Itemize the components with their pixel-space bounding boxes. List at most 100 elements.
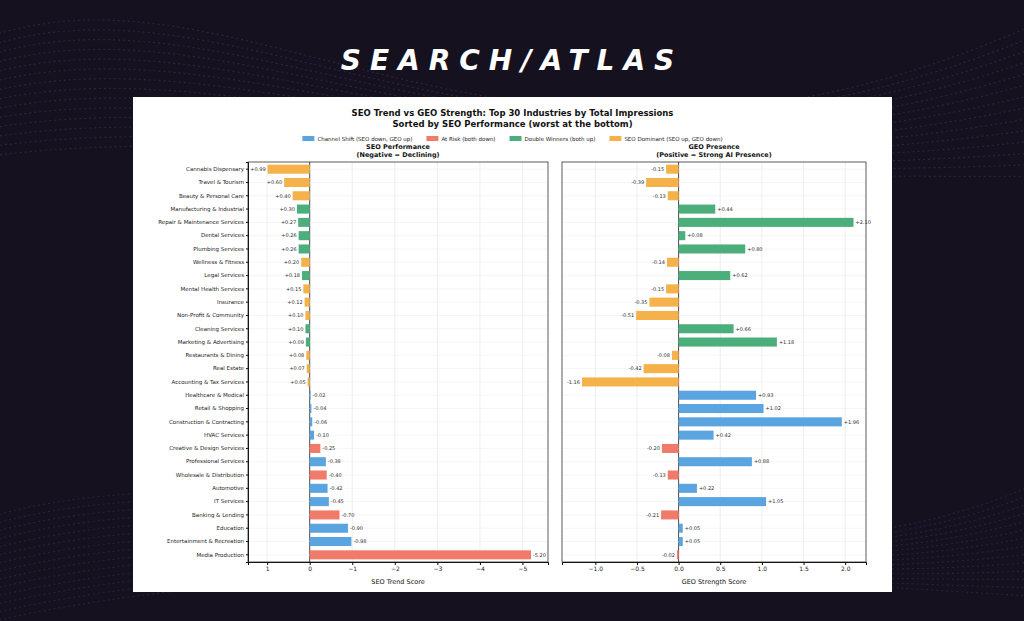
grid-line-y <box>248 421 548 422</box>
grid-line-y <box>248 395 548 396</box>
bar <box>310 404 312 413</box>
legend-item: At Risk (both down) <box>426 136 495 142</box>
data-label: +0.40 <box>275 193 290 199</box>
data-label: +0.08 <box>687 232 702 238</box>
x-tick: 0 <box>308 562 312 572</box>
y-tick-label: Marketing & Advertising <box>178 339 244 346</box>
plot-frame <box>562 162 866 562</box>
bar <box>679 324 734 333</box>
grid-line-y <box>248 448 548 449</box>
data-label: -0.21 <box>646 512 659 518</box>
bar <box>310 444 321 453</box>
bar <box>310 457 326 466</box>
y-tick-label: Media Production <box>196 552 244 558</box>
panel-title: GEO Presence <box>688 143 740 151</box>
y-tick: Travel & Tourism <box>198 179 248 185</box>
x-tick: 1.5 <box>799 562 809 572</box>
grid-line-y <box>248 528 548 529</box>
y-tick-label: HVAC Services <box>204 432 244 438</box>
bars <box>268 165 531 560</box>
y-tick: Mental Health Services <box>181 286 248 292</box>
grid-line-y <box>562 541 866 542</box>
grid-line-y <box>248 461 548 462</box>
grid-line-y <box>562 235 866 236</box>
y-tick-label: IT Services <box>214 498 244 504</box>
y-tick-label: Professional Services <box>186 458 244 464</box>
bar <box>310 497 329 506</box>
bar <box>268 165 310 174</box>
data-label: +0.62 <box>732 272 747 278</box>
grid-line-y <box>248 541 548 542</box>
grid-line-y <box>562 195 866 196</box>
grid-line-x <box>267 162 268 562</box>
grid <box>248 162 548 562</box>
x-tick-label: −1 <box>348 565 357 572</box>
data-label: -0.51 <box>621 312 634 318</box>
grid-line-y <box>562 435 866 436</box>
bar <box>644 364 679 373</box>
y-tick: Professional Services <box>186 458 248 464</box>
grid-line-y <box>562 368 866 369</box>
bar <box>305 311 309 320</box>
grid-line-x <box>595 162 596 562</box>
x-tick: 0.5 <box>716 562 726 572</box>
y-tick-label: Wellness & Fitness <box>193 259 244 265</box>
y-tick: Cleaning Services <box>195 326 248 333</box>
y-tick: Creative & Design Services <box>169 445 248 452</box>
y-tick: Education <box>217 525 248 531</box>
bar <box>298 218 309 227</box>
bar <box>310 537 352 546</box>
chart-title: SEO Trend vs GEO Strength: Top 30 Indust… <box>352 108 674 118</box>
data-label: -0.38 <box>328 458 341 464</box>
bar <box>636 311 678 320</box>
grid-line-y <box>248 488 548 489</box>
x-tick-label: 2.0 <box>841 565 851 572</box>
y-tick-label: Manufacturing & Industrial <box>171 206 245 213</box>
legend-label: SEO Dominant (SEO up, GEO down) <box>624 136 722 143</box>
grid-line-y <box>248 435 548 436</box>
bar <box>668 191 679 200</box>
bar <box>679 404 764 413</box>
y-tick: Cannabis Dispensary <box>186 166 248 173</box>
data-label: +0.05 <box>290 379 305 385</box>
bar <box>310 417 313 426</box>
panel-title: SEO Performance <box>366 143 430 151</box>
bar <box>679 218 854 227</box>
data-label: -1.16 <box>567 379 580 385</box>
bar <box>679 205 716 214</box>
data-label: +1.05 <box>768 498 783 504</box>
y-tick: Legal Services <box>204 272 248 279</box>
x-tick-label: −0.5 <box>630 565 645 572</box>
x-tick: −3 <box>433 562 442 572</box>
y-tick-label: Entertainment & Recreation <box>167 538 244 544</box>
data-label: -0.13 <box>653 472 666 478</box>
y-tick-label: Retail & Shopping <box>195 405 244 412</box>
y-tick-label: Banking & Lending <box>192 512 244 519</box>
data-label: -0.42 <box>629 365 642 371</box>
legend-label: Double Winners (both up) <box>525 136 596 143</box>
legend-swatch <box>609 136 621 141</box>
data-label: +0.08 <box>289 352 304 358</box>
bar <box>679 391 756 400</box>
bar <box>307 364 310 373</box>
y-tick-label: Education <box>217 525 245 531</box>
data-label: +0.15 <box>286 286 301 292</box>
y-tick: HVAC Services <box>204 432 248 438</box>
y-tick: Real Estate <box>213 365 248 371</box>
y-tick: Wholesale & Distribution <box>176 472 248 478</box>
data-label: -0.04 <box>313 405 326 411</box>
grid-line-y <box>562 514 866 515</box>
y-tick-label: Travel & Tourism <box>198 179 244 185</box>
plot-1: GEO Presence(Positive = Strong AI Presen… <box>562 143 871 586</box>
bar <box>310 431 314 440</box>
data-label: -0.14 <box>652 259 665 265</box>
bar <box>302 271 310 280</box>
bar <box>649 298 678 307</box>
grid-line-y <box>562 262 866 263</box>
data-label: -0.10 <box>316 432 329 438</box>
x-tick: −2 <box>391 562 400 572</box>
bar <box>297 205 310 214</box>
data-label: +1.02 <box>766 405 781 411</box>
x-axis: 10−1−2−3−4−5 <box>249 562 549 572</box>
bar <box>677 550 679 559</box>
